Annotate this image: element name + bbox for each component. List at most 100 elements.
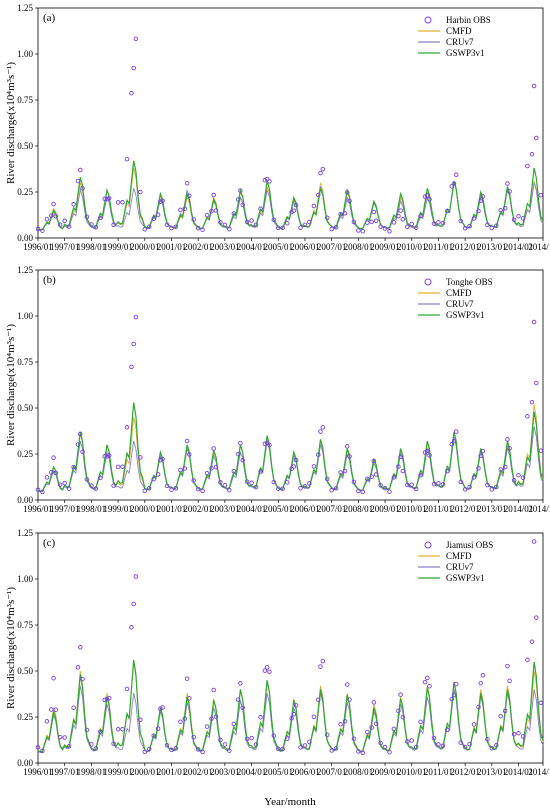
x-tick-label: 2000/01	[130, 242, 160, 252]
x-tick-label: 2010/01	[397, 767, 427, 777]
obs-point	[57, 734, 63, 740]
x-tick-label: 2010/01	[397, 242, 427, 252]
obs-point	[351, 736, 357, 741]
obs-point	[458, 218, 463, 224]
obs-point	[478, 453, 483, 459]
obs-point	[284, 736, 290, 741]
obs-point	[371, 209, 377, 215]
obs-point	[342, 211, 348, 216]
obs-point	[151, 733, 156, 738]
obs-point	[115, 200, 121, 205]
obs-point	[71, 464, 76, 470]
obs-point	[80, 186, 85, 191]
obs-point	[505, 663, 510, 669]
x-tick-label: 2009/01	[370, 242, 400, 252]
obs-point	[538, 192, 544, 198]
obs-point	[164, 483, 170, 489]
obs-point	[187, 193, 192, 198]
obs-point	[49, 213, 54, 218]
obs-point	[191, 478, 196, 483]
obs-point	[240, 705, 245, 710]
obs-point	[431, 735, 437, 741]
obs-point	[284, 220, 290, 226]
y-tick-label: 1.25	[17, 3, 33, 13]
obs-point	[93, 225, 99, 230]
obs-point	[89, 742, 94, 747]
x-tick-label: 1999/01	[103, 767, 133, 777]
obs-point	[502, 464, 508, 470]
obs-point	[293, 202, 299, 208]
obs-point	[373, 218, 379, 223]
series-line-cmfd	[37, 661, 544, 752]
obs-point	[253, 742, 259, 747]
obs-point	[155, 726, 161, 731]
obs-point	[413, 486, 419, 492]
obs-points	[35, 314, 544, 495]
obs-point	[218, 480, 223, 485]
obs-point	[78, 431, 83, 437]
obs-point	[378, 483, 383, 488]
obs-point	[93, 486, 99, 491]
x-tick-label: 2005/01	[264, 242, 294, 252]
obs-point	[71, 202, 76, 207]
obs-point	[449, 696, 455, 702]
obs-point	[44, 475, 50, 480]
obs-point	[458, 479, 463, 485]
x-tick-label: 1997/01	[50, 767, 80, 777]
plot-frame	[37, 269, 544, 501]
obs-point	[160, 456, 165, 462]
obs-point	[178, 467, 183, 473]
obs-point	[485, 736, 490, 742]
legend-label: CMFD	[446, 288, 472, 298]
obs-point	[405, 739, 410, 744]
obs-point	[276, 746, 281, 752]
obs-point	[178, 719, 183, 724]
obs-point	[98, 475, 103, 481]
obs-point	[307, 739, 312, 745]
obs-point	[427, 197, 432, 202]
obs-point	[467, 223, 472, 229]
obs-point	[387, 749, 392, 755]
obs-point	[151, 476, 156, 482]
obs-point	[191, 734, 196, 740]
obs-point	[405, 482, 410, 488]
obs-point	[498, 207, 503, 213]
obs-point	[291, 712, 297, 717]
x-tick-label: 1998/01	[77, 504, 107, 514]
x-tick-label: 2003/01	[210, 504, 240, 514]
obs-point	[440, 220, 446, 226]
x-tick-label: 2014/01	[504, 242, 534, 252]
obs-point	[356, 488, 361, 494]
obs-point	[173, 746, 179, 751]
obs-point	[387, 229, 392, 234]
obs-point	[462, 226, 468, 231]
x-tick-label: 1996/01	[23, 242, 53, 252]
obs-point	[98, 729, 103, 734]
x-tick-label: 2011/01	[424, 504, 453, 514]
obs-point	[324, 476, 330, 482]
obs-point	[525, 657, 530, 663]
x-tick-label: 2002/01	[183, 767, 213, 777]
obs-point	[534, 135, 539, 141]
x-tick-label: 2006/01	[290, 504, 320, 514]
obs-point	[344, 444, 350, 449]
obs-point	[120, 200, 125, 205]
obs-point	[40, 489, 45, 495]
y-tick-label: 1.00	[17, 311, 33, 321]
obs-point	[320, 425, 326, 430]
obs-point	[396, 213, 401, 219]
obs-point	[347, 454, 352, 459]
obs-point	[307, 481, 312, 486]
obs-point	[84, 477, 90, 482]
obs-point	[356, 749, 361, 754]
obs-point	[329, 748, 334, 753]
obs-point	[289, 716, 294, 721]
obs-point	[398, 692, 403, 697]
obs-point	[360, 750, 366, 756]
obs-point	[227, 487, 232, 493]
y-tick-label: 0.75	[17, 357, 33, 367]
legend-marker-obs	[424, 16, 432, 24]
y-tick-label: 0.50	[17, 666, 33, 676]
x-tick-label: 2014/01	[504, 504, 534, 514]
